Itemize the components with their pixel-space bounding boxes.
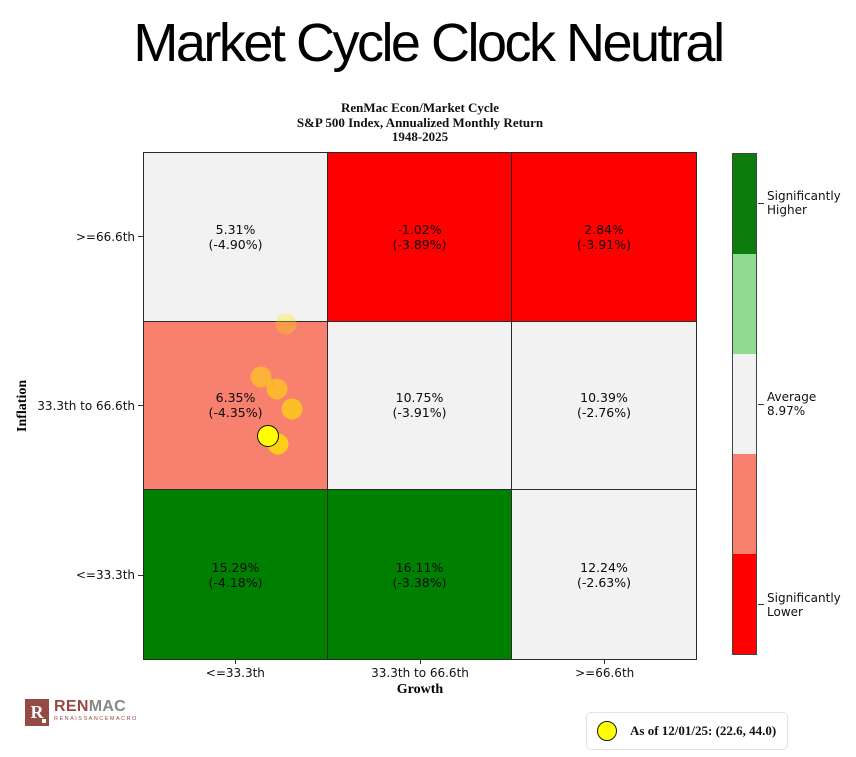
y-tick: >=66.6th — [0, 152, 143, 321]
colorbar — [732, 153, 757, 655]
y-tick-label: >=66.6th — [75, 229, 135, 244]
x-tick-label: <=33.3th — [205, 666, 265, 680]
colorbar-label-text: Significantly Higher — [767, 189, 841, 217]
colorbar-tick-mark — [758, 604, 764, 606]
x-tick-label: >=66.6th — [575, 666, 635, 680]
cell-drawdown-value: (-2.76%) — [577, 405, 631, 421]
cell-return-value: 10.39% — [580, 390, 628, 406]
y-tick: <=33.3th — [0, 491, 143, 660]
cell-return-value: 10.75% — [395, 390, 444, 406]
cell-drawdown-value: (-4.35%) — [208, 405, 263, 421]
heatmap-grid: 5.31% (-4.90%) -1.02% (-3.89%) 2.84% (-3.91%)… — [143, 152, 697, 660]
colorbar-label-line: 8.97% — [767, 404, 806, 418]
cell-drawdown-value: (-3.91%) — [392, 405, 447, 421]
colorbar-segment — [733, 154, 756, 254]
colorbar-segment — [733, 554, 756, 654]
colorbar-segment — [733, 454, 756, 554]
y-tick-label: 33.3th to 66.6th — [37, 398, 135, 413]
y-tick: 33.3th to 66.6th — [0, 321, 143, 490]
x-tick-mark — [604, 660, 606, 664]
x-tick: 33.3th to 66.6th — [328, 660, 513, 680]
chart-subtitle: RenMac Econ/Market Cycle S&P 500 Index, … — [143, 100, 697, 145]
heatmap-cell: 10.75% (-3.91%) — [328, 321, 512, 491]
chart-subtitle-line1: RenMac Econ/Market Cycle — [340, 100, 500, 115]
renmac-logo-mark-icon: R — [25, 699, 49, 726]
colorbar-segment — [733, 354, 756, 454]
chart-subtitle-line3: 1948-2025 — [391, 129, 449, 144]
y-tick-label: <=33.3th — [75, 568, 135, 583]
x-tick-mark — [234, 660, 236, 664]
heatmap-cell: 5.31% (-4.90%) — [144, 153, 328, 322]
heatmap-cell: 12.24% (-2.63%) — [512, 490, 696, 659]
heatmap-cell: 10.39% (-2.76%) — [512, 321, 696, 491]
colorbar-label-line: Average — [767, 390, 817, 404]
colorbar-label: Average 8.97% — [758, 390, 816, 418]
x-tick-label: 33.3th to 66.6th — [371, 666, 469, 680]
cell-return-value: 12.24% — [580, 559, 628, 575]
colorbar-label: Significantly Higher — [758, 189, 841, 217]
logo-name-mac: MAC — [88, 698, 127, 715]
logo-subtext: RENAISSANCEMACRO — [54, 716, 138, 722]
colorbar-labels: Significantly Higher Average 8.97% Significa… — [758, 153, 854, 655]
x-axis-title: Growth — [396, 682, 444, 697]
logo-wordmark: RENMAC RENAISSANCEMACRO — [54, 699, 138, 723]
heatmap-cell: 15.29% (-4.18%) — [144, 490, 328, 659]
legend-label: As of 12/01/25: (22.6, 44.0) — [630, 723, 777, 738]
cell-return-value: 2.84% — [584, 221, 624, 237]
cell-return-value: -1.02% — [397, 221, 442, 237]
heatmap-plot: 5.31% (-4.90%) -1.02% (-3.89%) 2.84% (-3.91%)… — [143, 152, 697, 660]
heatmap-cell: 16.11% (-3.38%) — [328, 490, 512, 659]
colorbar-label-line: Higher — [767, 203, 807, 218]
y-tick-mark — [138, 405, 143, 407]
colorbar-segment — [733, 254, 756, 354]
colorbar-tick-mark — [758, 202, 764, 204]
cell-drawdown-value: (-2.63%) — [577, 574, 631, 590]
x-tick-labels: <=33.3th 33.3th to 66.6th >=66.6th — [143, 660, 697, 680]
logo-name: RENMAC — [54, 699, 138, 715]
colorbar-label-line: Significantly — [767, 189, 841, 204]
cell-return-value: 5.31% — [215, 221, 256, 237]
renmac-logo: R RENMAC RENAISSANCEMACRO — [25, 699, 138, 726]
y-tick-labels: >=66.6th 33.3th to 66.6th <=33.3th — [0, 152, 143, 660]
cell-drawdown-value: (-3.89%) — [392, 236, 447, 252]
heatmap-cell: 2.84% (-3.91%) — [512, 153, 696, 322]
cell-return-value: 16.11% — [395, 559, 444, 575]
page-title: Market Cycle Clock Neutral — [133, 13, 725, 73]
heatmap-cell: 6.35% (-4.35%) — [144, 321, 328, 491]
colorbar-label-text: Significantly Lower — [767, 591, 841, 619]
colorbar-label-line: Significantly — [767, 590, 841, 605]
colorbar-label: Significantly Lower — [758, 591, 841, 619]
x-tick: <=33.3th — [143, 660, 328, 680]
x-tick-mark — [419, 660, 421, 664]
colorbar-label-line: Lower — [767, 604, 803, 619]
y-tick-mark — [138, 574, 143, 576]
cell-return-value: 6.35% — [215, 390, 256, 406]
x-tick: >=66.6th — [512, 660, 697, 680]
current-position-marker-icon — [597, 721, 617, 741]
cell-return-value: 15.29% — [211, 559, 260, 575]
colorbar-tick-mark — [758, 403, 764, 405]
cell-drawdown-value: (-4.90%) — [208, 236, 263, 252]
cell-drawdown-value: (-4.18%) — [208, 574, 263, 590]
cell-drawdown-value: (-3.91%) — [577, 236, 631, 252]
heatmap-cell: -1.02% (-3.89%) — [328, 153, 512, 322]
legend: As of 12/01/25: (22.6, 44.0) — [586, 712, 788, 750]
cell-drawdown-value: (-3.38%) — [392, 574, 447, 590]
colorbar-label-text: Average 8.97% — [767, 390, 816, 418]
y-tick-mark — [138, 236, 143, 238]
logo-name-ren: REN — [54, 698, 89, 715]
chart-subtitle-line2: S&P 500 Index, Annualized Monthly Return — [296, 114, 544, 130]
